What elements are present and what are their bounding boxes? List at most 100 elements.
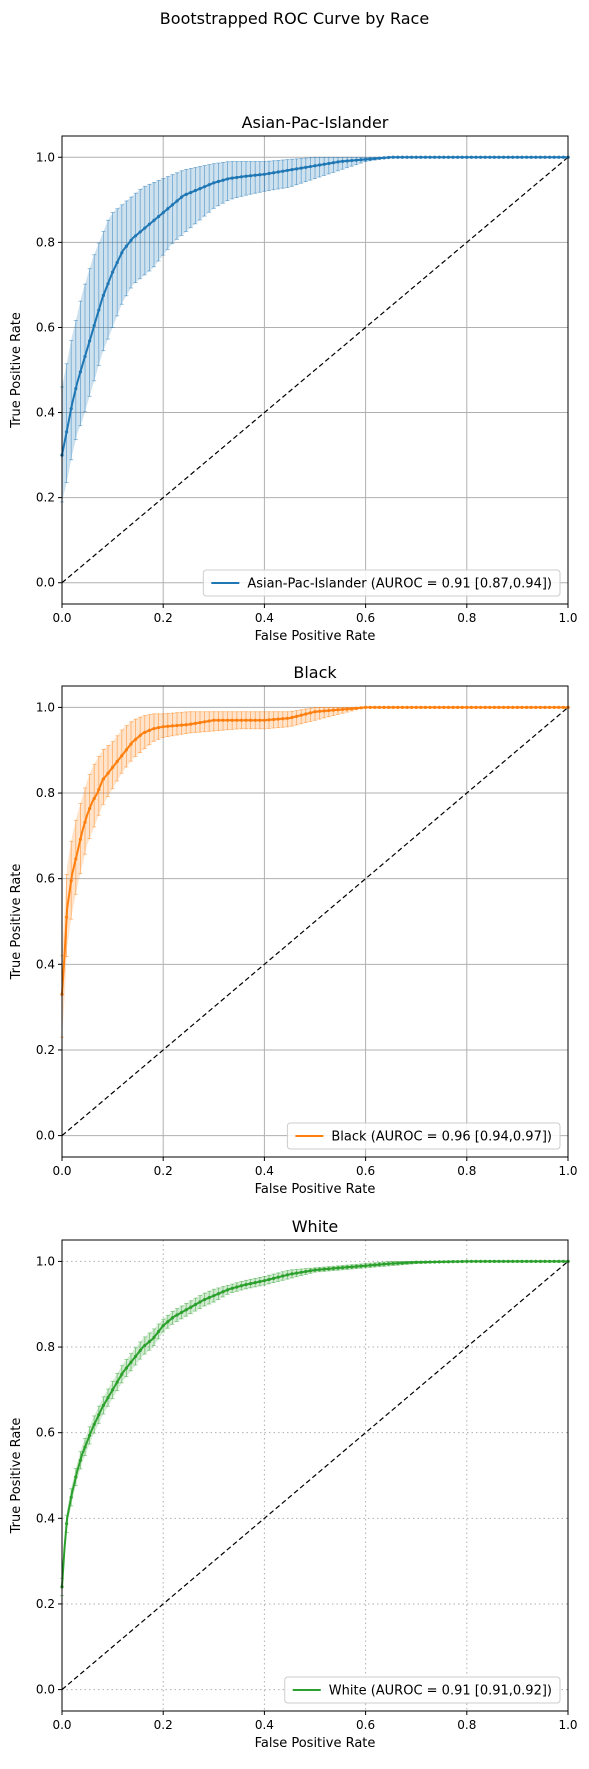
roc-curve-point	[152, 218, 156, 222]
roc-curve-point	[515, 705, 520, 710]
roc-curve-point	[267, 1277, 271, 1282]
roc-curve-point	[511, 1259, 515, 1264]
roc-curve-point	[244, 1282, 248, 1287]
roc-curve-point	[92, 1422, 96, 1427]
roc-curve-point	[557, 1259, 561, 1264]
roc-curve-point	[272, 171, 276, 175]
roc-curve-point	[253, 173, 257, 177]
roc-curve-point	[239, 1284, 243, 1288]
roc-curve-point	[492, 1259, 496, 1264]
roc-curve-point	[74, 857, 78, 861]
roc-curve-point	[230, 176, 234, 180]
roc-curve-point	[474, 155, 478, 159]
roc-curve-point	[78, 1458, 82, 1462]
roc-curve-point	[83, 354, 87, 359]
x-axis-label: False Positive Rate	[255, 629, 376, 644]
roc-curve-point	[543, 155, 547, 159]
roc-curve-point	[456, 1259, 460, 1264]
roc-curve-point	[419, 705, 423, 710]
roc-curve-point	[446, 705, 450, 710]
roc-curve-point	[304, 1269, 308, 1274]
roc-curve-point	[138, 230, 142, 234]
roc-curve-point	[198, 720, 202, 725]
roc-curve-point	[143, 1343, 147, 1348]
roc-curve-point	[465, 705, 469, 710]
roc-curve-point	[368, 157, 372, 161]
y-tick-label: 0.4	[36, 1511, 55, 1525]
y-tick-label: 0.2	[36, 1043, 55, 1057]
roc-curve-point	[341, 707, 345, 711]
roc-curve-point	[552, 705, 556, 710]
roc-curve-point	[92, 796, 96, 801]
roc-curve-point	[78, 370, 82, 374]
roc-curve-point	[147, 222, 151, 226]
roc-curve-point	[502, 155, 506, 159]
roc-curve-point	[350, 1265, 354, 1269]
roc-curve-point	[414, 1260, 418, 1264]
roc-curve-point	[313, 710, 317, 714]
roc-curve-point	[479, 705, 483, 710]
roc-curve-point	[336, 160, 340, 164]
roc-curve-point	[285, 1273, 289, 1277]
roc-curve-point	[382, 1262, 386, 1266]
roc-curve-point	[396, 705, 400, 710]
roc-curve-point	[69, 879, 73, 883]
roc-curve-point	[203, 1297, 207, 1302]
roc-curve-point	[74, 1475, 78, 1479]
roc-panel-2: 0.0 0.2 0.4 0.6 0.8 1.0 0.0 0.2 0.4 0.6 0.8 1.0 Whit…	[9, 1217, 578, 1751]
y-tick-label: 0.4	[36, 406, 55, 420]
roc-curve-point	[451, 155, 455, 159]
roc-curve-point	[373, 1263, 377, 1267]
roc-curve-point	[327, 708, 331, 713]
roc-curve-point	[419, 1260, 423, 1264]
roc-curve-point	[322, 709, 326, 713]
roc-curve-point	[124, 1366, 128, 1370]
roc-curve-point	[299, 1270, 303, 1274]
roc-curve-point	[276, 717, 280, 721]
roc-curve-point	[341, 159, 345, 163]
roc-curve-point	[226, 1288, 230, 1292]
roc-curve-point	[147, 728, 151, 732]
legend-box	[284, 1676, 561, 1704]
roc-curve-point	[488, 155, 492, 159]
roc-curve-point	[377, 705, 381, 710]
roc-curve-point	[157, 726, 161, 730]
roc-curve-point	[483, 1259, 487, 1264]
roc-curve-point	[175, 199, 179, 203]
x-tick-label: 0.6	[356, 611, 375, 625]
roc-curve-point	[327, 161, 331, 166]
roc-curve-point	[419, 155, 423, 159]
roc-curve-point	[548, 705, 552, 710]
x-tick-label: 0.2	[154, 1718, 173, 1732]
roc-curve-point	[400, 155, 404, 159]
roc-curve-point	[405, 705, 409, 710]
roc-curve-point	[184, 1308, 188, 1312]
roc-curve-point	[180, 723, 184, 727]
panel-title: Black	[293, 663, 337, 682]
roc-curve-point	[101, 293, 105, 297]
roc-curve-point	[235, 1285, 239, 1289]
roc-curve-point	[175, 1313, 179, 1317]
roc-curve-point	[561, 155, 566, 159]
roc-curve-point	[65, 915, 69, 919]
roc-curve-point	[97, 787, 101, 792]
roc-curve-point	[111, 765, 115, 769]
roc-curve-point	[244, 174, 248, 178]
roc-curve-point	[428, 705, 432, 710]
roc-curve-point	[506, 705, 510, 710]
roc-curve-point	[221, 178, 225, 182]
roc-curve-point	[368, 1263, 372, 1267]
roc-curve-point	[230, 1286, 234, 1290]
roc-curve-point	[318, 709, 322, 713]
roc-curve-point	[129, 238, 133, 243]
chance-diagonal-line	[61, 1260, 569, 1691]
x-tick-label: 1.0	[558, 1164, 577, 1178]
roc-curve-point	[83, 1445, 87, 1449]
x-axis-label: False Positive Rate	[255, 1736, 376, 1751]
roc-curve-point	[106, 771, 110, 775]
roc-curve-point	[184, 192, 188, 197]
legend-label: White (AUROC = 0.91 [0.91,0.92])	[329, 1684, 552, 1699]
roc-curve-point	[120, 251, 124, 255]
roc-curve-point	[318, 163, 322, 167]
roc-curve-point	[258, 718, 262, 722]
